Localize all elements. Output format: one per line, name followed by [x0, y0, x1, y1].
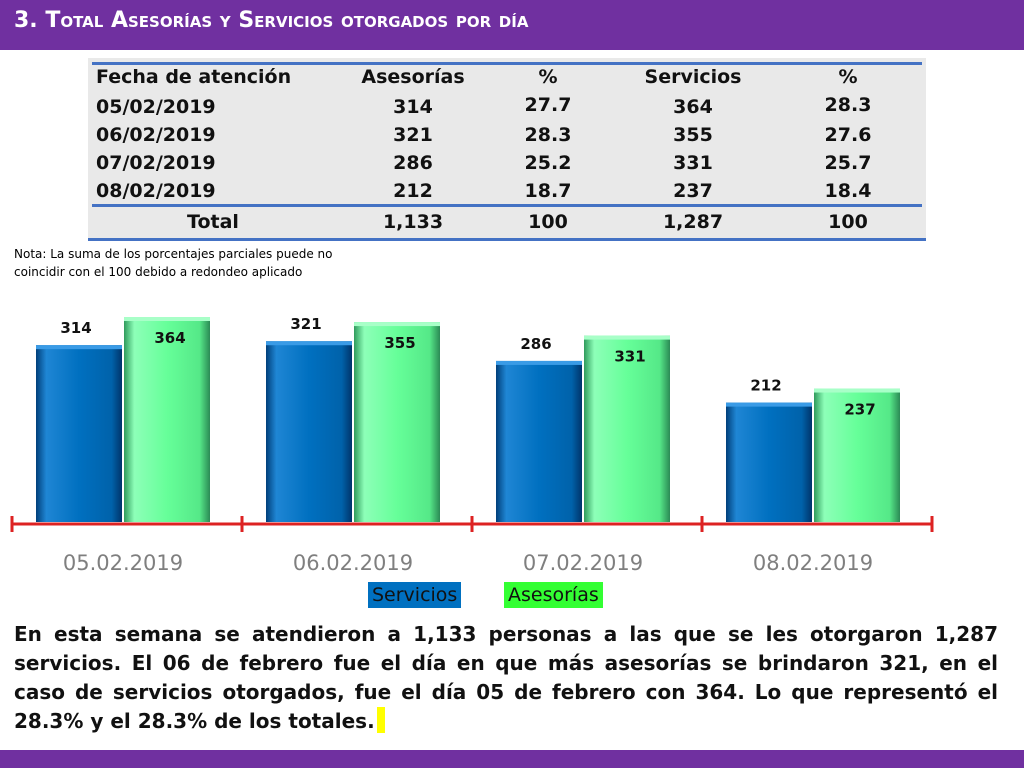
title-bar: 3. Total Asesorías y Servicios otorgados…: [0, 0, 1024, 50]
bar-cap-asesorias-4: [814, 388, 900, 393]
row3-fecha: 07/02/2019: [96, 152, 216, 174]
data-label-servicios-3: 286: [520, 335, 551, 353]
row1-asesorias: 314: [393, 96, 433, 118]
legend-asesorias: Asesorías: [504, 582, 603, 608]
legend-servicios: Servicios: [368, 582, 462, 608]
bar-cap-servicios-2: [266, 341, 352, 346]
bar-cap-asesorias-3: [584, 335, 670, 340]
data-label-servicios-1: 314: [60, 319, 91, 337]
row3-pct-asesorias: 25.2: [524, 152, 572, 174]
summary-text: En esta semana se atendieron a 1,133 per…: [14, 622, 998, 733]
table-total-rule: [92, 204, 922, 207]
header-fecha: Fecha de atención: [96, 66, 292, 88]
header-pct-servicios: %: [838, 66, 858, 88]
row3-asesorias: 286: [393, 152, 433, 174]
header-pct-asesorias: %: [538, 66, 558, 88]
bar-asesorias-4: [814, 388, 900, 522]
header-asesorias: Asesorías: [361, 66, 465, 88]
row4-servicios: 237: [673, 180, 713, 202]
row4-asesorias: 212: [393, 180, 433, 202]
row1-servicios: 364: [673, 96, 713, 118]
bar-servicios-2: [266, 341, 352, 522]
bar-asesorias-2: [354, 322, 440, 522]
text-cursor: [376, 707, 385, 733]
total-asesorias: 1,133: [382, 211, 444, 233]
slide-title: 3. Total Asesorías y Servicios otorgados…: [14, 8, 529, 33]
bar-cap-servicios-1: [36, 345, 122, 350]
data-label-asesorias-1: 364: [154, 329, 185, 347]
row4-pct-servicios: 18.4: [824, 180, 872, 202]
total-pct-servicios: 100: [828, 211, 868, 233]
data-label-asesorias-4: 237: [844, 401, 875, 419]
data-table: Fecha de atención Asesorías % Servicios …: [88, 58, 926, 241]
total-pct-asesorias: 100: [528, 211, 568, 233]
data-label-asesorias-3: 331: [614, 348, 645, 366]
table-top-rule: [92, 62, 922, 65]
row4-pct-asesorias: 18.7: [524, 180, 572, 202]
row1-fecha: 05/02/2019: [96, 96, 216, 118]
row3-servicios: 331: [673, 152, 713, 174]
category-label-3: 07.02.2019: [523, 551, 643, 575]
summary-paragraph: En esta semana se atendieron a 1,133 per…: [14, 620, 998, 736]
rounding-note: Nota: La suma de los porcentajes parcial…: [14, 247, 333, 279]
header-servicios: Servicios: [644, 66, 742, 88]
data-label-servicios-2: 321: [290, 315, 321, 333]
data-label-servicios-4: 212: [750, 377, 781, 395]
bar-servicios-4: [726, 402, 812, 522]
bar-servicios-1: [36, 345, 122, 522]
row2-servicios: 355: [673, 124, 713, 146]
bottom-bar: [0, 750, 1024, 768]
bar-chart: 314 364 05.02.2019 321 355 06.02.2019 286 331 07…: [10, 315, 934, 575]
row2-pct-asesorias: 28.3: [524, 124, 572, 146]
row2-fecha: 06/02/2019: [96, 124, 216, 146]
category-label-1: 05.02.2019: [63, 551, 183, 575]
total-servicios: 1,287: [662, 211, 724, 233]
bar-asesorias-1: [124, 317, 210, 522]
bar-cap-asesorias-1: [124, 317, 210, 322]
bar-servicios-3: [496, 360, 582, 522]
row1-pct-servicios: 28.3: [824, 94, 872, 116]
bar-cap-servicios-4: [726, 402, 812, 407]
total-label: Total: [187, 211, 239, 233]
category-label-2: 06.02.2019: [293, 551, 413, 575]
row1-pct-asesorias: 27.7: [524, 94, 572, 116]
row4-fecha: 08/02/2019: [96, 180, 216, 202]
bar-cap-asesorias-2: [354, 322, 440, 327]
bar-asesorias-3: [584, 335, 670, 522]
row3-pct-servicios: 25.7: [824, 152, 872, 174]
row2-asesorias: 321: [393, 124, 433, 146]
data-label-asesorias-2: 355: [384, 334, 415, 352]
bar-cap-servicios-3: [496, 360, 582, 365]
category-label-4: 08.02.2019: [753, 551, 873, 575]
row2-pct-servicios: 27.6: [824, 124, 872, 146]
